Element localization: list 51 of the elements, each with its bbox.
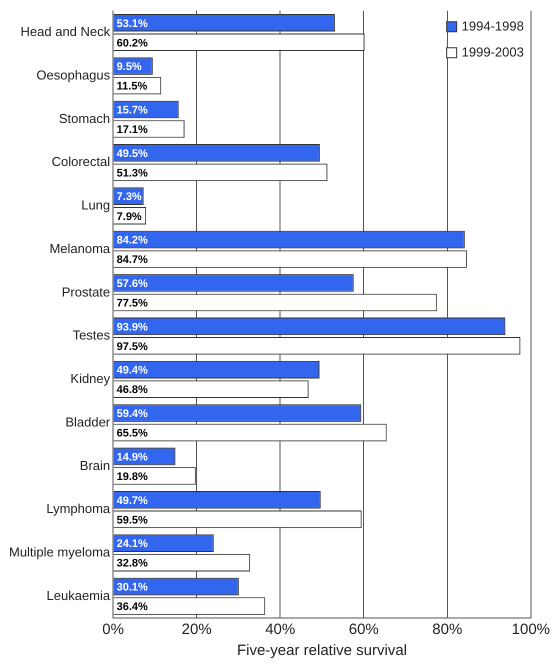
data-label: 32.8% bbox=[116, 558, 148, 570]
data-label: 97.5% bbox=[116, 340, 148, 353]
x-tick-label: 20% bbox=[182, 621, 212, 638]
y-tick-label: Lymphoma bbox=[46, 501, 111, 516]
data-label: 84.2% bbox=[116, 234, 148, 247]
x-tick-label: 100% bbox=[512, 621, 550, 638]
data-label: 53.1% bbox=[116, 18, 148, 30]
legend-label: 1994-1998 bbox=[462, 18, 524, 34]
y-tick-label: Multiple myeloma bbox=[8, 544, 111, 560]
data-label: 49.5% bbox=[116, 148, 148, 160]
x-tick-label: 60% bbox=[348, 621, 379, 638]
data-label: 93.9% bbox=[116, 321, 148, 334]
data-label: 9.5% bbox=[116, 61, 142, 74]
y-tick-label: Stomach bbox=[58, 110, 110, 126]
data-label: 46.8% bbox=[116, 384, 148, 396]
y-tick-label: Kidney bbox=[70, 371, 111, 386]
x-tick-label: 40% bbox=[265, 621, 296, 638]
y-tick-label: Testes bbox=[72, 328, 111, 343]
data-label: 59.4% bbox=[116, 408, 148, 420]
data-label: 15.7% bbox=[116, 104, 148, 116]
data-label: 51.3% bbox=[116, 167, 148, 180]
data-label: 77.5% bbox=[116, 298, 148, 310]
y-tick-label: Bladder bbox=[65, 414, 111, 430]
data-label: 57.6% bbox=[116, 278, 148, 290]
data-label: 30.1% bbox=[116, 582, 148, 594]
y-tick-label: Lung bbox=[81, 198, 110, 213]
data-label: 65.5% bbox=[116, 428, 148, 440]
data-label: 24.1% bbox=[116, 538, 148, 550]
data-label: 59.5% bbox=[116, 514, 148, 526]
y-tick-label: Leukaemia bbox=[46, 588, 111, 603]
data-label: 14.9% bbox=[116, 451, 148, 464]
data-label: 7.9% bbox=[116, 210, 142, 223]
y-tick-label: Melanoma bbox=[49, 240, 111, 256]
legend-label: 1999-2003 bbox=[462, 44, 524, 60]
data-label: 49.4% bbox=[116, 364, 148, 377]
data-label: 60.2% bbox=[116, 37, 148, 50]
y-tick-label: Prostate bbox=[62, 284, 110, 300]
data-label: 17.1% bbox=[116, 124, 148, 136]
y-tick-label: Oesophagus bbox=[36, 67, 111, 82]
x-tick-label: 0% bbox=[102, 621, 124, 638]
y-tick-label: Brain bbox=[80, 458, 110, 473]
y-tick-label: Colorectal bbox=[52, 154, 110, 170]
x-tick-label: 80% bbox=[432, 621, 462, 638]
data-label: 7.3% bbox=[116, 191, 142, 204]
data-label: 19.8% bbox=[116, 470, 148, 483]
y-tick-label: Head and Neck bbox=[20, 24, 111, 40]
data-label: 49.7% bbox=[116, 494, 148, 507]
x-axis-title: Five-year relative survival bbox=[236, 642, 408, 660]
data-label: 36.4% bbox=[116, 601, 148, 614]
data-label: 84.7% bbox=[116, 254, 148, 266]
data-label: 11.5% bbox=[116, 80, 148, 93]
